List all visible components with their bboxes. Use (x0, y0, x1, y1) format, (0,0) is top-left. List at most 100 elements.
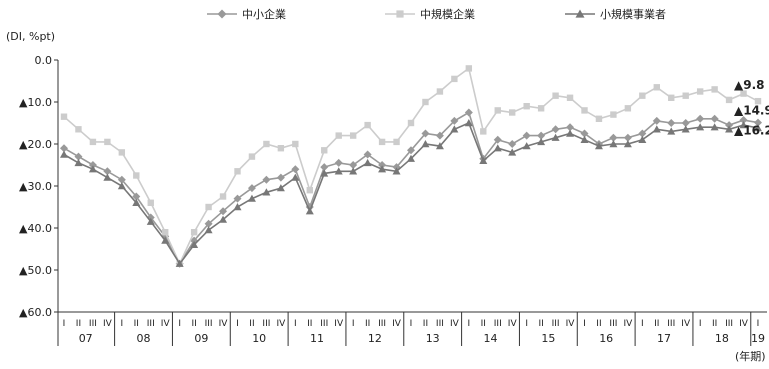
data-point (88, 165, 97, 173)
data-point (247, 194, 256, 202)
x-quarter-label: IV (681, 319, 691, 329)
data-point (696, 123, 705, 131)
data-point (146, 217, 155, 225)
data-point (190, 229, 198, 236)
data-point (204, 219, 213, 228)
x-year-label: 15 (541, 332, 555, 345)
x-quarter-label: IV (103, 319, 113, 329)
data-point (537, 137, 546, 146)
data-point (407, 146, 415, 155)
data-point (638, 135, 647, 143)
data-point (392, 167, 401, 175)
data-point (566, 129, 575, 137)
data-point (262, 188, 271, 196)
data-point (248, 153, 256, 160)
data-point (754, 118, 762, 127)
data-point (291, 165, 300, 174)
data-point (594, 142, 603, 150)
data-point (60, 144, 68, 153)
data-point (653, 84, 660, 91)
x-quarter-label: II (307, 319, 312, 329)
data-point (276, 184, 285, 192)
data-point (493, 144, 502, 152)
data-point (537, 105, 545, 112)
data-point (133, 172, 140, 179)
end-labels: ▲9.8 ▲14.9 ▲16.2 (734, 78, 769, 137)
x-quarter-label: III (725, 319, 733, 329)
data-point (349, 132, 357, 139)
x-quarter-label: IV (161, 319, 171, 329)
data-point (219, 193, 227, 200)
data-point (104, 138, 111, 146)
data-point (393, 138, 400, 146)
x-quarter-label: IV (739, 319, 749, 329)
x-quarter-label: I (757, 319, 760, 329)
x-year-label: 12 (368, 332, 382, 345)
data-point (725, 125, 734, 133)
x-unit-label: (年期) (735, 349, 766, 363)
x-quarter-label: III (667, 319, 675, 329)
data-point (435, 142, 444, 150)
data-point (421, 140, 430, 148)
data-point (349, 161, 358, 169)
data-point (292, 140, 299, 148)
data-point (652, 116, 661, 125)
end-value-label: ▲16.2 (734, 124, 769, 138)
data-point (334, 158, 343, 167)
x-year-label: 14 (484, 332, 498, 345)
legend-marker (396, 10, 404, 18)
end-value-label: ▲9.8 (734, 78, 765, 92)
data-point (725, 96, 733, 104)
legend-label: 中小企業 (242, 7, 286, 21)
data-point (204, 226, 213, 234)
data-point (60, 113, 68, 120)
data-point (407, 119, 415, 127)
data-point (710, 123, 719, 131)
data-point (450, 116, 459, 125)
x-quarter-label: III (320, 319, 328, 329)
y-unit-label: (DI, %pt) (6, 30, 55, 43)
x-quarter-label: III (89, 319, 97, 329)
x-quarter-label: I (641, 319, 644, 329)
x-quarter-label: II (134, 319, 139, 329)
x-quarter-label: IV (392, 319, 402, 329)
x-year-label: 08 (137, 332, 151, 345)
data-point (580, 129, 589, 138)
data-point (754, 124, 762, 132)
x-axis: I II III IV I II III IV I II III IV I II III IV I II III IV… (57, 311, 767, 346)
data-point (450, 125, 459, 133)
data-point (422, 98, 429, 106)
legend-entry: 小規模事業者 (565, 7, 666, 21)
x-quarter-label: III (378, 319, 386, 329)
data-point (509, 109, 516, 116)
data-point (435, 131, 444, 140)
data-point (175, 259, 184, 267)
data-point (551, 125, 560, 134)
data-point (118, 149, 126, 156)
x-quarter-label: II (365, 319, 370, 329)
data-point (305, 207, 314, 215)
y-tick-label: ▲40.0 (19, 222, 52, 235)
data-point (696, 88, 704, 95)
data-point (205, 203, 212, 211)
x-quarter-label: III (609, 319, 617, 329)
data-point (523, 103, 530, 110)
legend-entry: 中小企業 (207, 7, 286, 21)
data-point (465, 65, 473, 72)
x-quarter-label: IV (450, 319, 460, 329)
x-quarter-label: I (63, 319, 66, 329)
x-quarter-label: I (410, 319, 413, 329)
data-point (147, 199, 154, 206)
data-point (74, 158, 83, 167)
data-point (306, 187, 313, 194)
data-point (60, 150, 68, 158)
data-point (247, 184, 256, 193)
data-point (464, 108, 473, 117)
data-point (378, 161, 387, 169)
x-year-label: 19 (751, 332, 765, 345)
data-point (508, 140, 517, 148)
y-tick-label: ▲20.0 (19, 138, 52, 151)
y-tick-label: 0.0 (35, 54, 53, 67)
series-layer (60, 65, 762, 268)
x-quarter-label: II (191, 319, 196, 329)
